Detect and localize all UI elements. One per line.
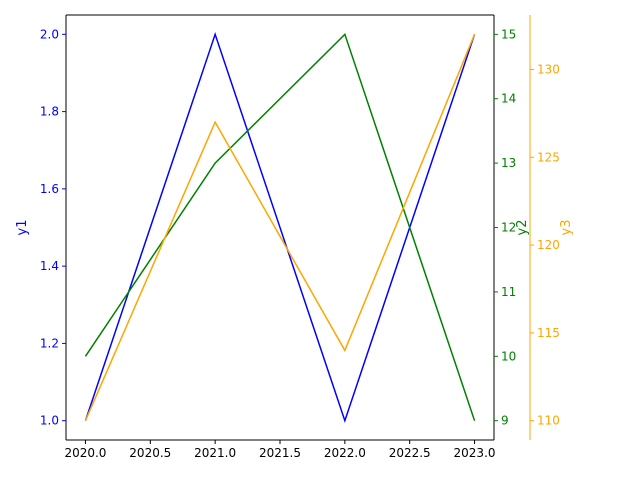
y3-tick-label: 120 [537,238,560,252]
series-line-y2 [84,32,476,421]
y1-tick-label: 1.8 [40,105,59,119]
x-tick-label: 2021.0 [194,446,236,460]
y1-tick-label: 1.0 [40,414,59,428]
y2-tick-label: 11 [501,285,516,299]
series-line-y3 [84,34,476,421]
x-tick-label: 2021.5 [259,446,301,460]
y3-tick-label: 110 [537,414,560,428]
y3-tick-label: 130 [537,62,560,76]
series-line-y1 [84,31,476,424]
y1-tick-label: 2.0 [40,27,59,41]
x-tick-label: 2022.5 [389,446,431,460]
y2-tick-label: 15 [501,27,516,41]
y1-tick-label: 1.6 [40,182,59,196]
y2-tick-label: 12 [501,221,516,235]
series-lines [84,31,476,424]
y1-tick-label: 1.4 [40,259,59,273]
x-tick-label: 2020.5 [129,446,171,460]
y2-tick-label: 9 [501,414,509,428]
x-tick-label: 2020.0 [64,446,106,460]
x-tick-label: 2023.0 [454,446,496,460]
y3-tick-label: 115 [537,326,560,340]
y2-tick-label: 13 [501,156,516,170]
y3-tick-label: 125 [537,150,560,164]
y2-tick-label: 10 [501,349,516,363]
y2-tick-label: 14 [501,92,516,106]
axes: 2020.0 2020.5 2021.0 2021.5 2022.0 2022.5 2023… [15,14,574,460]
x-tick-label: 2022.0 [324,446,366,460]
y1-axis-label: y1 [15,220,30,236]
y3-axis-label: y3 [559,220,574,236]
y1-tick-label: 1.2 [40,336,59,350]
y2-axis-label: y2 [515,220,530,236]
